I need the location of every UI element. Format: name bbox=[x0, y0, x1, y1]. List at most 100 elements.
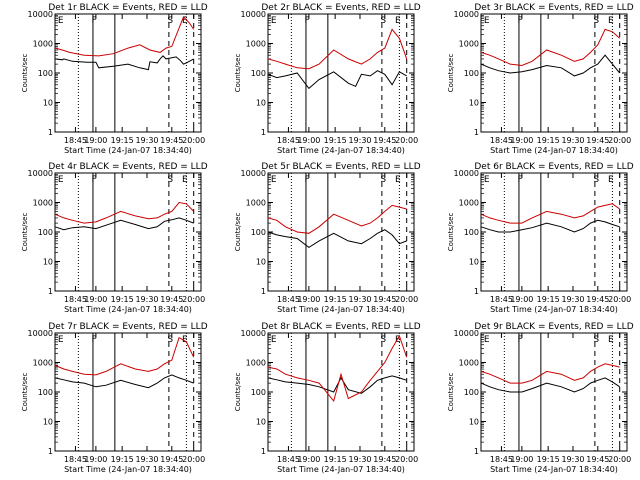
time-marker-label: F bbox=[305, 16, 310, 26]
series-events-line bbox=[54, 217, 194, 231]
x-axis-label: Start Time (24-Jan-07 18:34:40) bbox=[277, 305, 405, 314]
panel-title: Det 3r BLACK = Events, RED = LLD bbox=[474, 3, 633, 13]
time-marker-label: E bbox=[182, 335, 188, 345]
series-lld-line bbox=[267, 204, 407, 234]
time-marker-label: E bbox=[271, 175, 277, 185]
series-events-line bbox=[54, 374, 194, 389]
x-tick-label: 20:00 bbox=[395, 455, 418, 464]
detector-panel-4: Det 4r BLACK = Events, RED = LLD 1 10 100 10… bbox=[21, 162, 208, 314]
y-tick-label: 1 bbox=[48, 128, 53, 137]
y-tick-label: 10000 bbox=[28, 329, 53, 338]
series-lld-line bbox=[267, 28, 408, 70]
x-tick-label: 19:15 bbox=[537, 295, 560, 304]
x-tick-label: 20:00 bbox=[182, 295, 205, 304]
series-lld-line bbox=[54, 201, 195, 224]
y-tick-label: 10000 bbox=[241, 10, 266, 19]
y-tick-label: 1000 bbox=[33, 199, 53, 208]
y-tick-label: 100 bbox=[251, 388, 266, 397]
y-tick-label: 10000 bbox=[454, 169, 479, 178]
x-tick-label: 19:30 bbox=[135, 455, 158, 464]
x-tick-label: 19:00 bbox=[510, 455, 533, 464]
x-tick-label: 19:00 bbox=[510, 295, 533, 304]
y-tick-label: 100 bbox=[464, 69, 479, 78]
x-tick-label: 19:45 bbox=[586, 455, 609, 464]
x-tick-label: 19:45 bbox=[160, 295, 183, 304]
x-axis-label: Start Time (24-Jan-07 18:34:40) bbox=[490, 465, 618, 474]
x-tick-label: 18:45 bbox=[277, 455, 300, 464]
x-tick-label: 19:30 bbox=[135, 295, 158, 304]
time-marker-label: E bbox=[395, 16, 401, 26]
y-tick-label: 10000 bbox=[241, 329, 266, 338]
time-marker-label: E bbox=[271, 16, 277, 26]
y-tick-label: 1 bbox=[261, 287, 266, 296]
time-marker-label: E bbox=[182, 175, 188, 185]
x-tick-label: 18:45 bbox=[277, 295, 300, 304]
x-axis-label: Start Time (24-Jan-07 18:34:40) bbox=[64, 465, 192, 474]
y-axis-label: Counts/sec bbox=[234, 373, 242, 412]
x-tick-label: 19:15 bbox=[111, 455, 134, 464]
time-marker-label: S bbox=[380, 175, 386, 185]
plot-frame bbox=[54, 172, 202, 292]
x-tick-label: 18:45 bbox=[490, 295, 513, 304]
y-axis-label: Counts/sec bbox=[447, 213, 455, 252]
x-tick-label: 19:00 bbox=[297, 136, 320, 145]
panel-title: Det 9r BLACK = Events, RED = LLD bbox=[474, 322, 633, 332]
y-axis-label: Counts/sec bbox=[21, 373, 29, 412]
x-tick-label: 19:15 bbox=[324, 136, 347, 145]
x-tick-label: 19:45 bbox=[586, 136, 609, 145]
y-tick-label: 1 bbox=[48, 447, 53, 456]
y-axis-label: Counts/sec bbox=[447, 54, 455, 93]
plot-frame bbox=[480, 332, 628, 452]
x-tick-label: 20:00 bbox=[395, 295, 418, 304]
time-marker-label: E bbox=[182, 16, 188, 26]
x-tick-label: 19:30 bbox=[135, 136, 158, 145]
series-lld-line bbox=[480, 203, 620, 224]
y-tick-label: 1 bbox=[261, 128, 266, 137]
x-tick-label: 19:45 bbox=[160, 136, 183, 145]
y-tick-label: 100 bbox=[251, 228, 266, 237]
time-marker-label: S bbox=[593, 16, 599, 26]
y-tick-label: 10 bbox=[469, 258, 479, 267]
x-axis-label: Start Time (24-Jan-07 18:34:40) bbox=[277, 465, 405, 474]
y-tick-label: 10000 bbox=[241, 169, 266, 178]
y-tick-label: 1000 bbox=[459, 199, 479, 208]
detector-panel-2: Det 2r BLACK = Events, RED = LLD 1 10 100 10… bbox=[234, 3, 421, 155]
panel-title: Det 1r BLACK = Events, RED = LLD bbox=[48, 3, 207, 13]
x-tick-label: 19:00 bbox=[84, 136, 107, 145]
x-tick-label: 18:45 bbox=[490, 136, 513, 145]
series-events-line bbox=[267, 70, 407, 90]
time-marker-label: E bbox=[484, 175, 490, 185]
y-tick-label: 1000 bbox=[246, 40, 266, 49]
time-marker-label: E bbox=[608, 16, 614, 26]
x-tick-label: 19:00 bbox=[84, 295, 107, 304]
x-tick-label: 19:15 bbox=[537, 455, 560, 464]
series-lld-line bbox=[54, 336, 195, 376]
y-tick-label: 1 bbox=[261, 447, 266, 456]
x-tick-label: 19:30 bbox=[348, 295, 371, 304]
time-marker-label: F bbox=[92, 335, 97, 345]
time-marker-label: E bbox=[608, 335, 614, 345]
time-marker-label: E bbox=[608, 175, 614, 185]
y-tick-label: 100 bbox=[38, 228, 53, 237]
plot-frame bbox=[267, 332, 415, 452]
y-axis-label: Counts/sec bbox=[447, 373, 455, 412]
x-axis-label: Start Time (24-Jan-07 18:34:40) bbox=[490, 146, 618, 155]
x-tick-label: 19:45 bbox=[160, 455, 183, 464]
time-marker-label: E bbox=[271, 335, 277, 345]
x-tick-label: 18:45 bbox=[277, 136, 300, 145]
detector-panel-3: Det 3r BLACK = Events, RED = LLD 1 10 100 10… bbox=[447, 3, 634, 155]
x-tick-label: 19:30 bbox=[561, 295, 584, 304]
series-events-line bbox=[267, 229, 407, 249]
y-tick-label: 1000 bbox=[246, 359, 266, 368]
x-tick-label: 19:00 bbox=[297, 295, 320, 304]
y-tick-label: 1 bbox=[48, 287, 53, 296]
x-tick-label: 19:30 bbox=[348, 455, 371, 464]
panel-title: Det 7r BLACK = Events, RED = LLD bbox=[48, 322, 207, 332]
y-tick-label: 10000 bbox=[28, 169, 53, 178]
x-tick-label: 19:15 bbox=[324, 455, 347, 464]
y-tick-label: 1 bbox=[474, 287, 479, 296]
time-marker-label: S bbox=[167, 335, 173, 345]
y-tick-label: 100 bbox=[38, 388, 53, 397]
x-tick-label: 20:00 bbox=[182, 136, 205, 145]
